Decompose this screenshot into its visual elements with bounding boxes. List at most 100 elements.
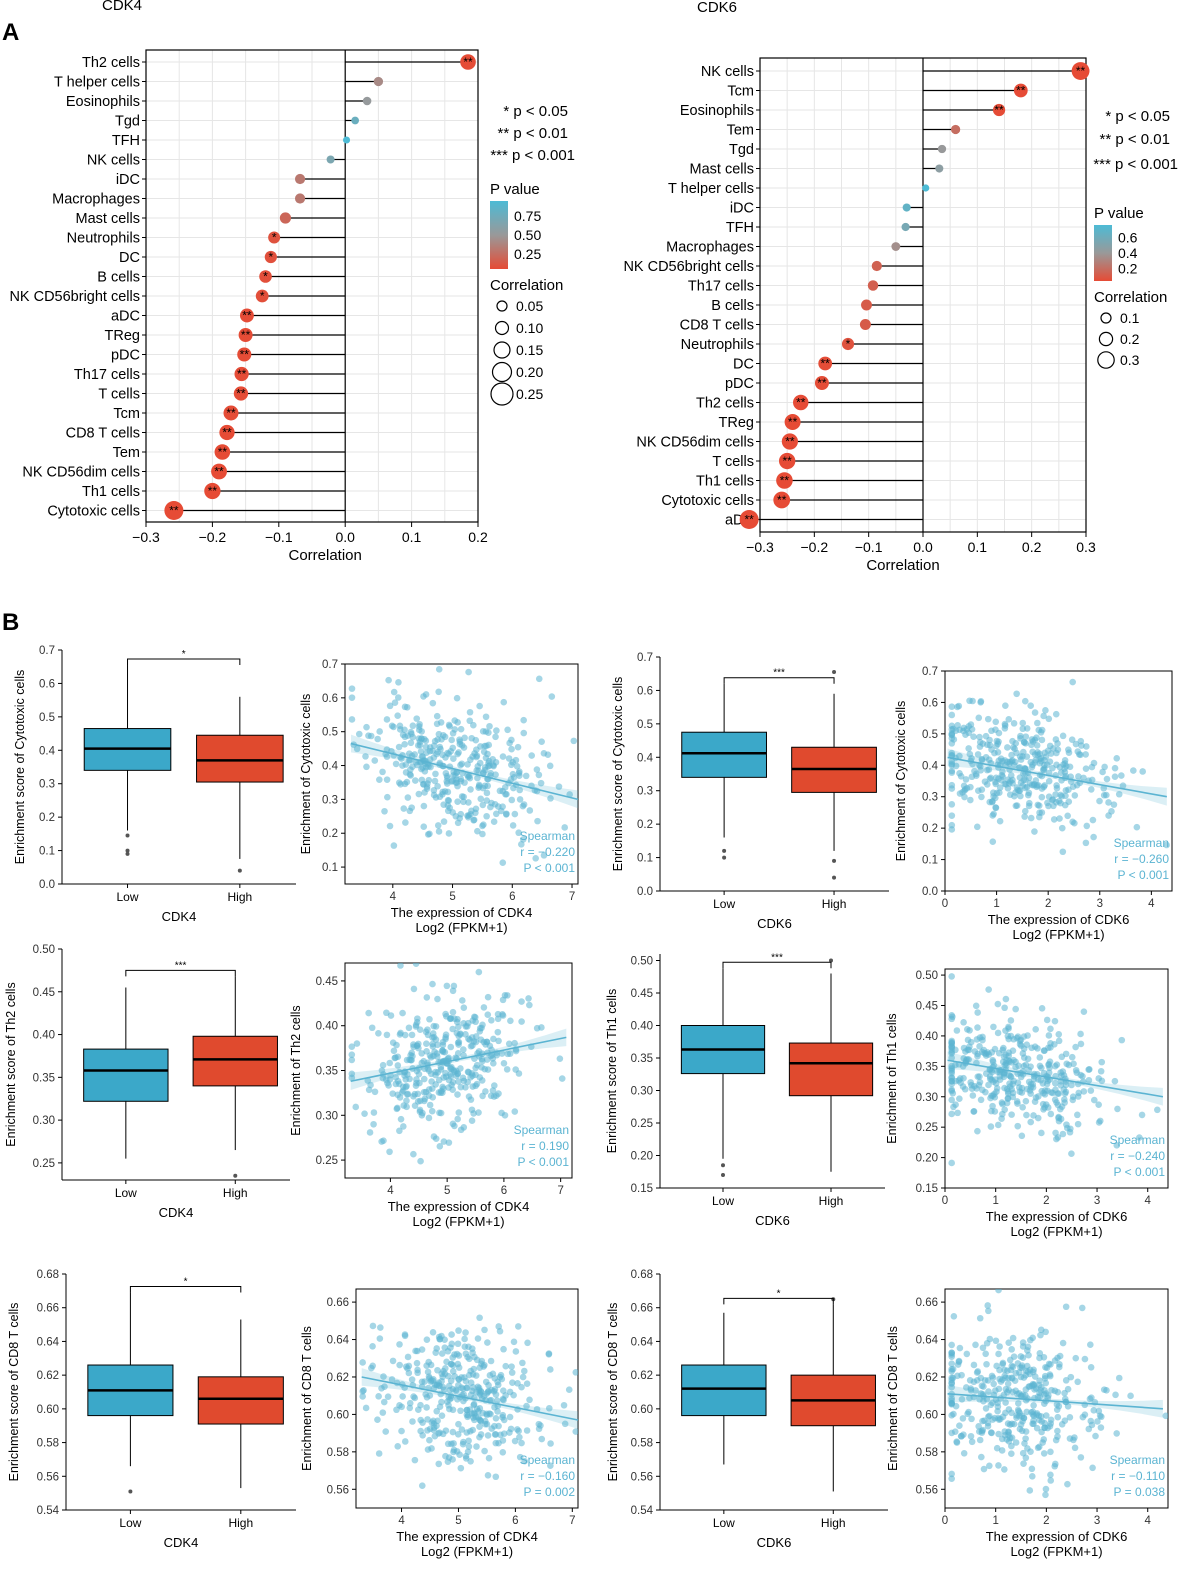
x-axis-label: CDK6 xyxy=(755,1213,790,1228)
scatter-point xyxy=(445,830,453,837)
regression-line xyxy=(947,756,1167,798)
scatter-point xyxy=(1019,1339,1027,1346)
scatter-point xyxy=(383,716,391,723)
scatter-point xyxy=(462,1031,469,1038)
scatter-point xyxy=(438,1377,445,1385)
scatter-point xyxy=(1079,1413,1087,1421)
x-tick-label: −0.2 xyxy=(801,539,829,555)
scatter-point xyxy=(1017,1364,1024,1371)
scatter-point xyxy=(1082,751,1089,758)
scatter-point xyxy=(1097,1067,1105,1075)
scatter-point xyxy=(484,750,491,758)
scatter-point xyxy=(463,1406,471,1414)
scatter-point xyxy=(1061,1389,1068,1397)
significance-stars: * xyxy=(777,1288,781,1299)
scatter-point xyxy=(385,676,392,684)
x-axis-label: The expression of CDK6 xyxy=(986,1209,1128,1224)
y-tick-label: 0.15 xyxy=(916,1183,938,1195)
scatter-point xyxy=(984,1377,992,1384)
scatter-point xyxy=(1095,1407,1103,1415)
box-body xyxy=(83,1048,169,1102)
scatter-point xyxy=(466,1036,474,1044)
scatter-point xyxy=(958,1396,966,1403)
significance-stars: ** xyxy=(1076,64,1086,78)
scatter-point xyxy=(983,1360,990,1368)
significance-stars: * xyxy=(263,270,268,284)
y-tick-label: 0.56 xyxy=(916,1484,938,1496)
category-label: Macrophages xyxy=(666,240,754,256)
scatter-point xyxy=(987,774,995,782)
lollipop-point xyxy=(861,299,872,311)
scatter-point xyxy=(1047,1477,1055,1484)
scatter-point xyxy=(494,1378,501,1386)
scatter-point xyxy=(447,1043,455,1051)
scatter-point xyxy=(1038,1087,1046,1095)
scatter-point xyxy=(512,1066,519,1073)
scatter-point xyxy=(1012,1369,1020,1377)
scatter-point xyxy=(992,804,1000,812)
size-legend-circle xyxy=(491,361,513,383)
scatter-point xyxy=(1118,1036,1126,1044)
scatter-point xyxy=(362,753,369,760)
scatter-point xyxy=(976,733,983,741)
lollipop-point xyxy=(814,376,829,390)
scatter-point xyxy=(1052,798,1060,806)
scatter-point xyxy=(519,1359,526,1367)
scatter-point xyxy=(472,1038,480,1046)
significance-stars: * xyxy=(260,289,265,303)
scatter-point xyxy=(958,1432,965,1440)
size-legend-circle xyxy=(1097,351,1115,369)
scatter-point xyxy=(448,1340,456,1348)
x-axis-label-units: Log2 (FPKM+1) xyxy=(1012,927,1104,942)
scatter-point xyxy=(1059,1339,1067,1347)
y-tick-label: 0.3 xyxy=(922,792,938,804)
scatter-point xyxy=(1047,1039,1054,1047)
scatter-point xyxy=(572,1369,578,1376)
scatter-point xyxy=(1114,1105,1121,1113)
scatter-point xyxy=(1102,791,1110,799)
scatter-point xyxy=(1022,1392,1029,1399)
scatter-point xyxy=(443,982,451,990)
scatter-point xyxy=(449,729,457,737)
sig-legend-2: ** p < 0.01 xyxy=(498,125,568,142)
p-tick-label: 0.75 xyxy=(514,208,541,224)
scatter-point xyxy=(953,1439,961,1446)
scatter-point xyxy=(509,770,517,778)
scatter-point xyxy=(369,1362,376,1370)
scatter-point xyxy=(525,995,532,1002)
scatter-point xyxy=(428,1078,435,1085)
category-label: Tgd xyxy=(115,114,140,130)
p-colorbar xyxy=(490,201,508,269)
scatter-point xyxy=(977,698,985,705)
scatter-point xyxy=(983,766,991,774)
y-tick-label: 0.45 xyxy=(316,976,338,988)
x-tick-label: 3 xyxy=(1094,1195,1100,1207)
scatter-point xyxy=(1009,737,1016,745)
y-tick-label: 0.7 xyxy=(39,645,55,657)
scatter-point xyxy=(987,1429,995,1436)
category-label: TReg xyxy=(105,328,140,344)
scatter-point xyxy=(369,1322,377,1330)
scatter-point xyxy=(1089,1464,1096,1472)
scatter-point xyxy=(985,1081,992,1089)
scatter-point xyxy=(520,729,528,737)
x-axis-label-units: Log2 (FPKM+1) xyxy=(415,920,507,935)
x-tick-label: 2 xyxy=(1045,898,1051,910)
y-tick-label: 0.7 xyxy=(922,666,938,678)
significance-stars: ** xyxy=(744,513,754,527)
y-axis-label: Enrichment of Th1 cells xyxy=(885,1013,899,1143)
scatter-point xyxy=(460,1397,467,1405)
scatter-point xyxy=(565,1386,573,1394)
scatter-point xyxy=(495,1439,502,1447)
category-label: High xyxy=(227,890,252,904)
y-tick-label: 0.1 xyxy=(922,855,938,867)
scatter-point xyxy=(353,745,361,753)
box-body xyxy=(788,1042,874,1097)
lollipop-point xyxy=(238,328,253,342)
box-outlier xyxy=(722,855,727,860)
scatter-point xyxy=(429,1329,437,1336)
category-label: T helper cells xyxy=(668,181,754,197)
scatter-point xyxy=(493,727,500,734)
scatter-point xyxy=(441,1344,449,1351)
panel-box-cdk6-cytotoxic: 0.0 0.1 0.2 0.3 0.4 0.5 0.6 0.7 Enrichment score… xyxy=(611,652,889,931)
